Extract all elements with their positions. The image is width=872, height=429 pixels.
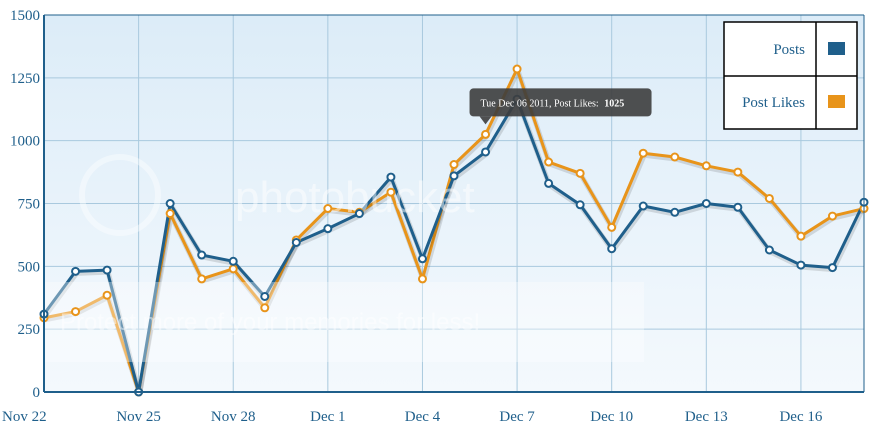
data-point-posts[interactable] (607, 244, 617, 254)
series-points (39, 64, 869, 397)
y-tick-label: 500 (18, 259, 41, 275)
tooltip-date: Tue Dec 06 2011, Post Likes: (481, 98, 599, 109)
legend-label-post-likes[interactable]: Post Likes (742, 95, 805, 111)
x-tick-label: Dec 1 (310, 409, 345, 425)
watermark-tagline: Protect more of your memories for less! (60, 309, 480, 336)
x-tick-label: Dec 16 (779, 409, 822, 425)
tooltip-text: Tue Dec 06 2011, Post Likes: 1025 (481, 98, 625, 109)
data-point-posts[interactable] (323, 224, 333, 234)
data-point-post-likes[interactable] (102, 290, 112, 300)
data-point-post-likes[interactable] (827, 211, 837, 221)
data-point-posts[interactable] (102, 265, 112, 275)
x-tick-label: Nov 22 (2, 409, 47, 425)
x-tick-label: Nov 28 (211, 409, 256, 425)
legend-swatch-posts[interactable] (826, 40, 847, 57)
tooltip-value: 1025 (604, 98, 624, 109)
x-tick-label: Dec 7 (499, 409, 535, 425)
data-point-posts[interactable] (165, 199, 175, 208)
data-point-post-likes[interactable] (386, 187, 396, 197)
data-point-post-likes[interactable] (733, 167, 743, 177)
data-point-posts[interactable] (764, 245, 774, 255)
y-tick-label: 250 (18, 322, 41, 338)
data-point-post-likes[interactable] (481, 129, 491, 139)
tooltip-arrow (479, 116, 492, 125)
data-point-posts[interactable] (481, 147, 491, 157)
data-point-post-likes[interactable] (544, 157, 554, 167)
legend: Posts Post Likes (723, 21, 858, 130)
y-tick-label: 1500 (10, 8, 40, 24)
data-point-posts[interactable] (291, 237, 301, 247)
data-point-posts[interactable] (354, 209, 364, 219)
data-point-posts[interactable] (733, 202, 743, 212)
legend-swatch-post-likes[interactable] (826, 93, 847, 110)
data-point-post-likes[interactable] (417, 274, 427, 284)
data-point-post-likes[interactable] (764, 193, 774, 203)
data-point-posts[interactable] (71, 266, 81, 276)
x-tick-label: Nov 25 (116, 409, 161, 425)
y-tick-labels: 0 250 500 750 1000 1250 1500 (10, 8, 40, 401)
data-point-posts[interactable] (701, 199, 711, 208)
data-point-post-likes[interactable] (260, 303, 270, 313)
y-tick-label: 1000 (10, 134, 40, 150)
x-tick-labels: Nov 22 Nov 25 Nov 28 Dec 1 Dec 4 Dec 7 Dec 10 D… (2, 409, 823, 425)
legend-label-posts[interactable]: Posts (773, 42, 805, 58)
data-point-posts[interactable] (796, 260, 806, 270)
data-point-posts[interactable] (670, 207, 680, 217)
y-tick-label: 750 (18, 197, 41, 213)
data-point-post-likes[interactable] (607, 222, 617, 232)
watermark-logo-text: photobucket (235, 173, 475, 222)
y-tick-label: 1250 (10, 71, 40, 87)
tooltip-box (469, 88, 652, 117)
data-point-post-likes[interactable] (228, 264, 238, 274)
data-point-post-likes[interactable] (512, 64, 522, 74)
data-point-posts[interactable] (638, 201, 648, 211)
data-point-post-likes[interactable] (638, 148, 648, 158)
data-point-post-likes[interactable] (701, 161, 711, 171)
x-tick-label: Dec 13 (685, 409, 728, 425)
data-point-post-likes[interactable] (197, 274, 207, 284)
watermark-banner (44, 282, 644, 362)
data-point-posts[interactable] (260, 291, 270, 301)
data-point-posts[interactable] (197, 250, 207, 260)
data-point-posts[interactable] (417, 254, 427, 264)
data-point-posts[interactable] (827, 263, 837, 273)
data-point-post-likes[interactable] (71, 307, 81, 317)
data-point-posts[interactable] (228, 256, 238, 266)
data-point-posts[interactable] (575, 200, 585, 210)
data-point-posts[interactable] (449, 171, 459, 181)
data-point-post-likes[interactable] (670, 152, 680, 162)
data-point-post-likes[interactable] (165, 209, 175, 219)
data-point-post-likes[interactable] (575, 168, 585, 178)
data-point-posts[interactable] (544, 178, 554, 188)
data-point-posts[interactable] (386, 172, 396, 182)
y-tick-label: 0 (33, 385, 41, 401)
data-point-post-likes[interactable] (796, 231, 806, 241)
x-tick-label: Dec 10 (590, 409, 633, 425)
watermark-camera-icon (79, 154, 161, 236)
tooltip: Tue Dec 06 2011, Post Likes: 1025 (469, 88, 652, 125)
data-point-post-likes[interactable] (323, 204, 333, 214)
x-tick-label: Dec 4 (405, 409, 441, 425)
watermark: photobucket Protect more of your memorie… (44, 154, 644, 362)
data-point-post-likes[interactable] (449, 160, 459, 170)
